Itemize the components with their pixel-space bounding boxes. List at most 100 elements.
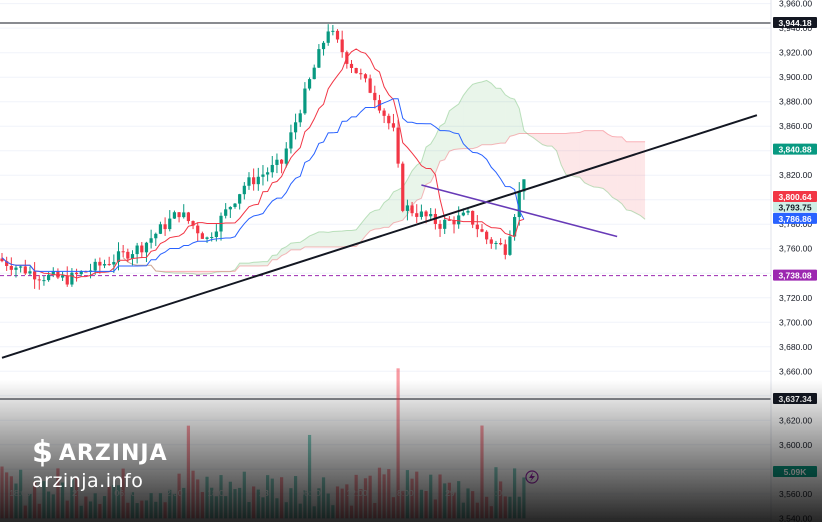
price-label-box	[773, 17, 817, 29]
ichimoku-cloud-segment	[589, 130, 594, 187]
ichimoku-cloud-segment	[248, 262, 254, 266]
volume-bar	[233, 489, 237, 519]
candle-body	[396, 127, 400, 164]
ichimoku-cloud-segment	[239, 263, 245, 266]
ichimoku-cloud-segment	[165, 271, 170, 273]
y-axis-tick: 3,600.00	[779, 440, 812, 450]
ichimoku-cloud-segment	[635, 141, 641, 216]
price-label-box	[773, 269, 817, 281]
price-label-box	[773, 201, 817, 213]
volume-bar	[191, 470, 195, 519]
ichimoku-cloud-segment	[179, 271, 184, 274]
ichimoku-cloud-segment	[174, 271, 180, 274]
volume-bar	[349, 505, 354, 519]
ichimoku-cloud-segment	[640, 141, 646, 220]
brand-site: arzinja.info	[32, 470, 144, 492]
ichimoku-cloud-segment	[547, 133, 552, 147]
ichimoku-cloud-segment	[612, 136, 618, 201]
volume-bar	[149, 493, 153, 519]
candle-body	[144, 242, 149, 253]
candle-body	[485, 231, 489, 240]
candle-body	[438, 223, 442, 229]
ichimoku-cloud-segment	[281, 246, 287, 256]
ichimoku-cloud-segment	[486, 80, 492, 145]
volume-bar	[135, 503, 139, 519]
candle-body	[60, 275, 65, 278]
volume-bar	[247, 502, 251, 519]
ichimoku-cloud-segment	[365, 212, 371, 236]
candle-body	[280, 159, 284, 164]
y-axis-tick: 3,700.00	[779, 317, 812, 327]
ichimoku-cloud-segment	[230, 269, 235, 272]
candle-body	[354, 67, 358, 74]
ichimoku-cloud-segment	[374, 209, 380, 230]
candle-body	[331, 30, 335, 32]
y-axis-tick: 3,780.00	[779, 219, 812, 229]
price-label-text: 3,738.08	[778, 271, 811, 281]
y-axis-tick: 3,860.00	[779, 121, 812, 131]
ichimoku-cloud-segment	[216, 271, 222, 273]
ichimoku-cloud-segment	[304, 235, 310, 247]
volume-bar	[93, 493, 97, 519]
volume-bar	[391, 497, 396, 519]
ichimoku-cloud-segment	[262, 261, 268, 266]
candle-body	[466, 210, 470, 213]
candle-body	[19, 266, 23, 268]
ichimoku-cloud-segment	[388, 191, 394, 228]
ichimoku-cloud-segment	[328, 231, 333, 247]
price-label-text: 3,637.34	[778, 394, 811, 404]
candle-body	[228, 206, 232, 210]
volume-bar	[298, 503, 302, 519]
ichimoku-cloud-segment	[509, 97, 515, 137]
kijun-line	[1, 98, 525, 272]
candle-body	[154, 233, 158, 239]
candle-body	[419, 211, 423, 217]
ichimoku-cloud-segment	[435, 126, 441, 174]
volume-bar	[522, 477, 526, 519]
candle-body	[107, 264, 111, 266]
ichimoku-cloud-segment	[426, 143, 431, 185]
volume-bar	[280, 477, 284, 519]
candle-body	[140, 245, 144, 253]
candle-body	[461, 212, 465, 216]
trend-line	[1, 114, 758, 359]
ichimoku-cloud-segment	[332, 231, 338, 247]
ichimoku-cloud-segment	[626, 141, 632, 211]
candle-body	[256, 176, 260, 185]
candle-body	[443, 219, 447, 229]
ichimoku-cloud-segment	[202, 271, 208, 274]
candle-body	[382, 110, 386, 116]
price-label-box	[773, 190, 817, 202]
senkou-span-b-line	[122, 130, 646, 272]
x-axis-tick: 18:00	[207, 488, 229, 498]
ichimoku-cloud-segment	[407, 170, 413, 215]
candle-body	[23, 266, 27, 274]
candle-body	[522, 179, 526, 192]
candle-body	[121, 251, 125, 253]
x-axis-tick: 06:00	[299, 488, 321, 498]
ichimoku-cloud-segment	[183, 271, 189, 274]
volume-bar	[368, 475, 372, 519]
candle-body	[298, 113, 302, 123]
volume-bar	[489, 506, 493, 519]
candle-body	[74, 272, 79, 275]
y-axis-tick: 3,540.00	[779, 513, 812, 522]
candle-body	[205, 237, 209, 239]
senkou-span-a-line	[122, 79, 646, 276]
candle-body	[312, 67, 316, 80]
volume-bar	[508, 496, 512, 519]
volume-bar	[102, 496, 107, 519]
candle-body	[424, 211, 428, 217]
ichimoku-cloud-segment	[561, 133, 566, 175]
candle-body	[508, 236, 512, 255]
volume-bar	[513, 468, 517, 519]
ichimoku-cloud-segment	[444, 110, 450, 160]
volume-bar	[517, 496, 521, 519]
candle-body	[471, 210, 475, 225]
ichimoku-cloud-segment	[565, 132, 571, 176]
candle-body	[517, 191, 521, 218]
volume-bar	[461, 502, 465, 519]
ichimoku-cloud-segment	[314, 231, 319, 247]
x-axis-tick: 06:00	[671, 488, 693, 498]
